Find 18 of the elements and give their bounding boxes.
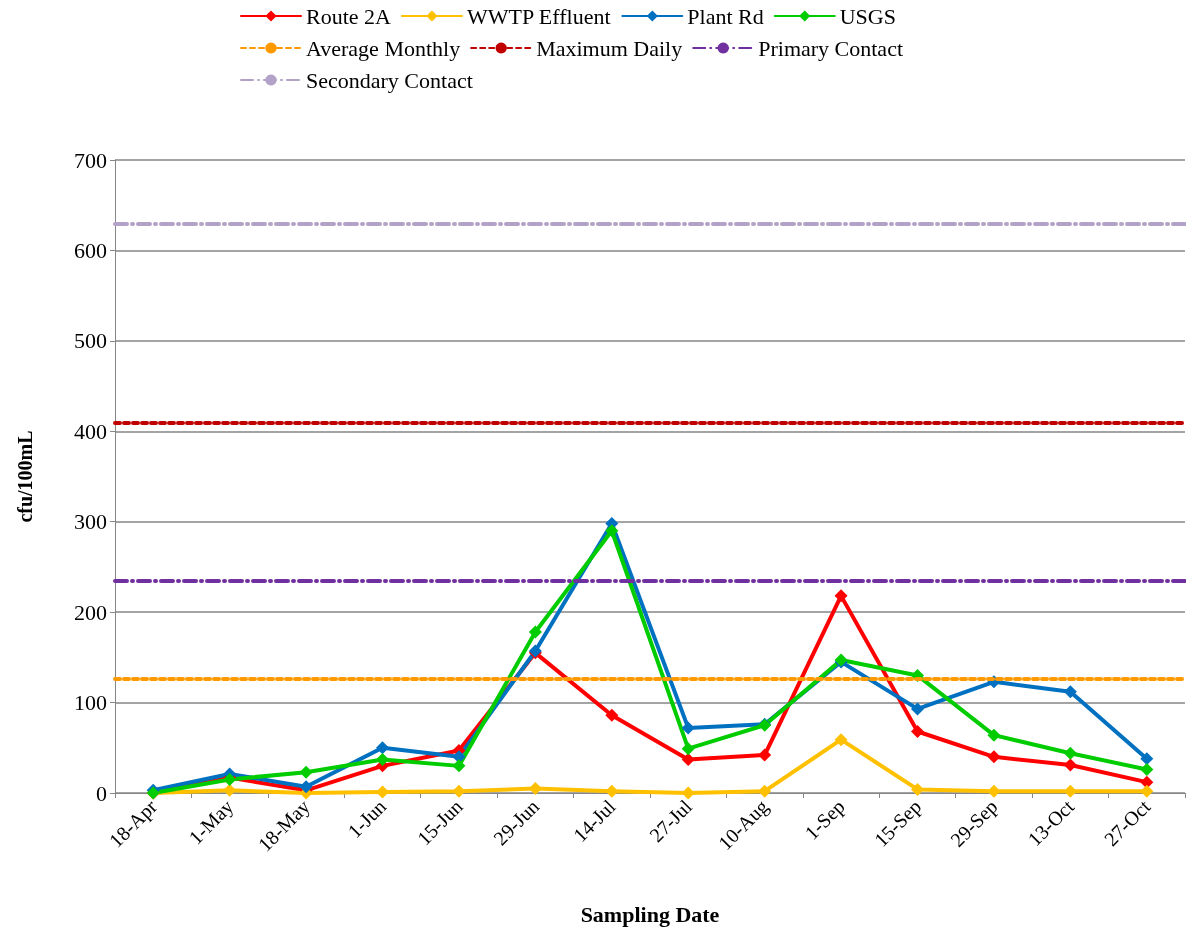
x-axis-title: Sampling Date [580,901,720,927]
y-axis-title: cfu/100mL [14,430,36,523]
y-tick-label: 700 [74,147,107,173]
legend-label: USGS [839,3,896,29]
y-tick-label: 400 [74,418,107,444]
y-tick-label: 300 [74,509,107,535]
legend-label: Secondary Contact [306,67,473,93]
legend-label: Plant Rd [687,3,764,29]
y-tick-label: 0 [96,780,107,806]
y-tick-label: 500 [74,328,107,354]
legend-label: Maximum Daily [536,35,683,61]
legend-label: WWTP Effluent [466,3,611,29]
legend-label: Primary Contact [758,35,904,61]
y-tick-label: 600 [74,237,107,263]
legend-label: Average Monthly [306,35,461,61]
y-tick-label: 200 [74,599,107,625]
y-tick-label: 100 [74,690,107,716]
legend-label: Route 2A [306,3,392,29]
